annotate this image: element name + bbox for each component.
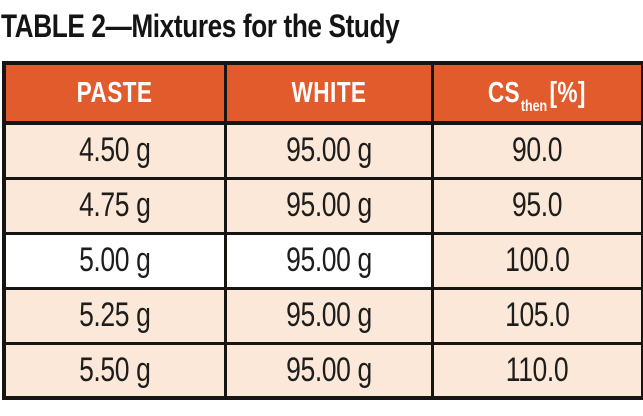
cell-cs-then-value: 100.0 bbox=[505, 241, 570, 279]
cell-white: 95.00 g bbox=[223, 176, 434, 235]
cell-white: 95.00 g bbox=[223, 231, 434, 290]
header-row: PASTE WHITE CSthen[%] bbox=[2, 61, 643, 125]
mixtures-table: PASTE WHITE CSthen[%] 4.50 g 95.00 g 90.… bbox=[2, 61, 643, 400]
col-header-paste: PASTE bbox=[2, 61, 227, 125]
cell-paste: 5.25 g bbox=[2, 286, 227, 345]
table-row: 4.50 g 95.00 g 90.0 bbox=[2, 121, 643, 180]
cell-paste: 4.50 g bbox=[2, 121, 227, 180]
cell-cs-then: 110.0 bbox=[430, 341, 643, 400]
cell-white-value: 95.00 g bbox=[285, 350, 372, 389]
table-row: 5.25 g 95.00 g 105.0 bbox=[2, 286, 643, 345]
table-title: TABLE 2—Mixtures for the Study bbox=[1, 8, 400, 44]
cell-cs-then-value: 110.0 bbox=[506, 350, 569, 389]
cell-paste-value: 5.50 g bbox=[79, 350, 151, 389]
cell-cs-then: 105.0 bbox=[430, 286, 643, 345]
cell-white: 95.00 g bbox=[223, 341, 434, 400]
cell-white-value: 95.00 g bbox=[285, 296, 372, 334]
cell-cs-then-value: 90.0 bbox=[512, 131, 563, 170]
cell-cs-then-value: 95.0 bbox=[512, 186, 563, 224]
cell-white: 95.00 g bbox=[223, 121, 434, 180]
cell-cs-then-value: 105.0 bbox=[505, 296, 570, 334]
cell-cs-then: 95.0 bbox=[430, 176, 643, 235]
cell-paste: 4.75 g bbox=[2, 176, 227, 235]
col-header-white-label: WHITE bbox=[291, 76, 366, 109]
cs-subscript: then bbox=[521, 97, 548, 115]
cell-white-value: 95.00 g bbox=[285, 131, 372, 170]
cell-paste-value: 5.00 g bbox=[79, 241, 151, 279]
cell-white: 95.00 g bbox=[223, 286, 434, 345]
cs-base: CS bbox=[488, 76, 521, 109]
cell-paste-value: 4.50 g bbox=[79, 131, 151, 170]
cell-paste: 5.50 g bbox=[2, 341, 227, 400]
cell-paste: 5.00 g bbox=[2, 231, 227, 290]
col-header-cs-then: CSthen[%] bbox=[430, 61, 643, 125]
col-header-paste-label: PASTE bbox=[76, 76, 153, 109]
table-row: 4.75 g 95.00 g 95.0 bbox=[2, 176, 643, 235]
cell-paste-value: 4.75 g bbox=[79, 186, 151, 224]
cell-white-value: 95.00 g bbox=[285, 186, 372, 224]
cell-paste-value: 5.25 g bbox=[79, 296, 151, 334]
cell-cs-then: 100.0 bbox=[430, 231, 643, 290]
table-row-highlighted: 5.00 g 95.00 g 100.0 bbox=[2, 231, 643, 290]
col-header-cs-then-label: CSthen[%] bbox=[488, 76, 587, 115]
cell-white-value: 95.00 g bbox=[285, 241, 372, 279]
cs-unit: [%] bbox=[549, 76, 587, 109]
cell-cs-then: 90.0 bbox=[430, 121, 643, 180]
col-header-white: WHITE bbox=[223, 61, 434, 125]
table-row: 5.50 g 95.00 g 110.0 bbox=[2, 341, 643, 400]
